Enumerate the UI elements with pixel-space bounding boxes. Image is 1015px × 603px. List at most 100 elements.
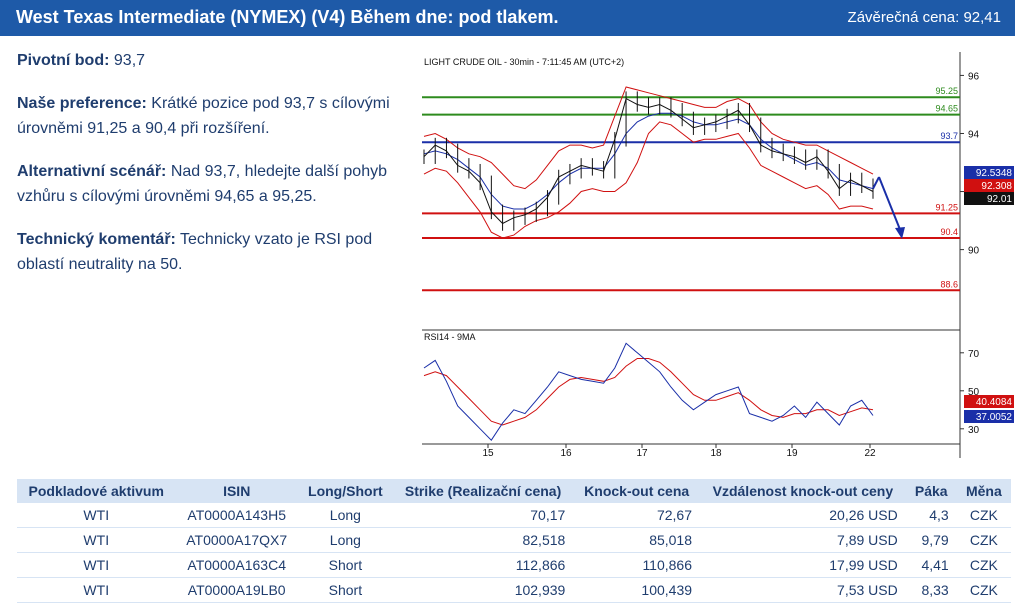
table-cell: 72,67 [573, 503, 701, 528]
x-tick-label: 19 [786, 448, 798, 459]
table-cell: Short [297, 577, 393, 603]
table-cell: AT0000A143H5 [175, 503, 298, 528]
analysis-panel: Pivotní bod: 93,7 Naše preference: Krátk… [17, 48, 402, 295]
rsi-tick-label: 70 [968, 349, 980, 360]
table-row: WTI AT0000A163C4 Short 112,866 110,866 17,99 … [17, 552, 1011, 578]
price-tick-label: 94 [968, 129, 980, 140]
table-header-cell: Vzdálenost knock-out ceny [700, 479, 906, 503]
table-header-row: Podkladové aktivum ISIN Long/Short Strike (… [17, 479, 1011, 503]
table-cell: 85,018 [573, 527, 701, 553]
our-preference: Naše preference: Krátké pozice pod 93,7 … [17, 91, 402, 141]
table-cell: 7,89 USD [700, 527, 906, 553]
x-tick-label: 16 [560, 448, 572, 459]
x-tick-label: 15 [482, 448, 494, 459]
price-badge-label: 92.308 [981, 181, 1012, 192]
table-header-cell: Podkladové aktivum [17, 479, 176, 503]
preference-label: Naše preference: [17, 95, 147, 112]
projection-segment [872, 176, 880, 190]
price-badge [964, 179, 1014, 192]
products-table: Podkladové aktivum ISIN Long/Short Strike (… [17, 479, 1011, 603]
table-header-cell: Strike (Realizační cena) [392, 479, 574, 503]
alternative-scenario: Alternativní scénář: Nad 93,7, hledejte … [17, 159, 402, 209]
table-cell: 100,439 [573, 577, 701, 603]
table-cell: Short [297, 552, 393, 578]
level-label: 91.25 [935, 202, 958, 212]
bollinger-upper-line [423, 86, 874, 190]
table-cell: AT0000A17QX7 [175, 527, 298, 553]
closing-price-label: Závěrečná cena: [847, 9, 960, 26]
level-label: 88.6 [940, 279, 958, 289]
table-row: WTI AT0000A143H5 Long 70,17 72,67 20,26 USD 4,… [17, 503, 1011, 528]
table-cell: 70,17 [392, 503, 574, 528]
table-cell: 82,518 [392, 527, 574, 553]
table-header-cell: Long/Short [297, 479, 393, 503]
table-cell: Long [297, 503, 393, 528]
price-line [423, 97, 874, 225]
rsi-tick-label: 50 [968, 387, 980, 398]
table-cell: 8,33 [905, 577, 957, 603]
table-cell: CZK [956, 552, 1011, 578]
page-title: West Texas Intermediate (NYMEX) (V4) Běh… [16, 7, 559, 27]
x-tick-label: 22 [864, 448, 876, 459]
price-badge-label: 92.01 [987, 194, 1012, 205]
pivot-label: Pivotní bod: [17, 52, 110, 69]
moving-average-line [423, 112, 874, 210]
table-cell: WTI [17, 552, 176, 578]
table-cell: Long [297, 527, 393, 553]
pivot-point: Pivotní bod: 93,7 [17, 48, 402, 73]
rsi-line [423, 342, 874, 441]
table-cell: 4,3 [905, 503, 957, 528]
rsi-title: RSI14 - 9MA [424, 332, 476, 342]
price-tick-label: 96 [968, 71, 980, 82]
level-label: 93.7 [940, 131, 958, 141]
table-cell: 110,866 [573, 552, 701, 578]
technical-comment: Technický komentář: Technicky vzato je R… [17, 227, 402, 277]
table-cell: CZK [956, 527, 1011, 553]
table-cell: 4,41 [905, 552, 957, 578]
table-cell: WTI [17, 527, 176, 553]
projection-arrowhead [895, 227, 905, 239]
price-chart-svg: LIGHT CRUDE OIL - 30min - 7:11:45 AM (UT… [422, 52, 1014, 459]
alternative-text: Nad 93,7, hledejte další pohyb vzhůru s … [17, 163, 387, 205]
table-cell: CZK [956, 503, 1011, 528]
table-cell: AT0000A163C4 [175, 552, 298, 578]
table-cell: CZK [956, 577, 1011, 603]
table-cell: 20,26 USD [700, 503, 906, 528]
technical-label: Technický komentář: [17, 231, 176, 248]
level-label: 94.65 [935, 104, 958, 114]
pivot-value: 93,7 [113, 52, 146, 69]
table-cell: 7,53 USD [700, 577, 906, 603]
x-tick-label: 17 [636, 448, 648, 459]
x-tick-label: 18 [710, 448, 722, 459]
table-row: WTI AT0000A19LB0 Short 102,939 100,439 7,53 U… [17, 577, 1011, 603]
table-cell: 17,99 USD [700, 552, 906, 578]
projection-arrow [878, 176, 902, 233]
table-cell: AT0000A19LB0 [175, 577, 298, 603]
price-tick-label: 90 [968, 246, 980, 257]
table-header-cell: ISIN [175, 479, 298, 503]
table-cell: 9,79 [905, 527, 957, 553]
price-badge-label: 92.5348 [976, 168, 1013, 179]
bollinger-lower-line [423, 121, 874, 239]
price-chart: LIGHT CRUDE OIL - 30min - 7:11:45 AM (UT… [418, 48, 1015, 464]
chart-title: LIGHT CRUDE OIL - 30min - 7:11:45 AM (UT… [424, 57, 624, 67]
table-cell: 112,866 [392, 552, 574, 578]
rsi-badge-label: 37.0052 [976, 412, 1013, 423]
table-cell: 102,939 [392, 577, 574, 603]
table-cell: WTI [17, 577, 176, 603]
technical-text: Technicky vzato je RSI pod oblastí neutr… [17, 231, 373, 273]
table-cell: WTI [17, 503, 176, 528]
table-body: WTI AT0000A143H5 Long 70,17 72,67 20,26 USD 4,… [17, 503, 1011, 603]
header-bar: West Texas Intermediate (NYMEX) (V4) Běh… [0, 0, 1015, 36]
preference-text: Krátké pozice pod 93,7 s cílovými úrovně… [17, 95, 390, 137]
closing-price: Závěrečná cena: 92,41 [848, 9, 1001, 26]
rsi-badge [964, 410, 1014, 423]
level-label: 95.25 [935, 86, 958, 96]
level-label: 90.4 [940, 227, 958, 237]
price-badge [964, 166, 1014, 179]
closing-price-value: 92,41 [963, 9, 1001, 26]
price-badge [964, 192, 1014, 205]
rsi-tick-label: 30 [968, 425, 980, 436]
alternative-label: Alternativní scénář: [17, 163, 167, 180]
rsi-badge-label: 40.4084 [976, 397, 1013, 408]
